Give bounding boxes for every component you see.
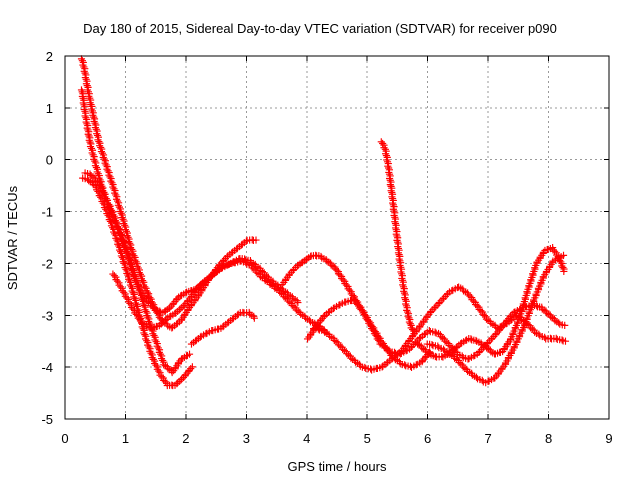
x-tick-label: 9	[605, 431, 612, 446]
data-point-marker	[242, 237, 250, 245]
y-tick-label: 2	[46, 49, 53, 64]
series-track-12	[423, 251, 568, 387]
x-axis-label: GPS time / hours	[288, 459, 387, 474]
data-point-marker	[552, 334, 560, 342]
data-point-marker	[561, 321, 569, 329]
data-point-marker	[86, 170, 94, 178]
data-point-marker	[188, 363, 196, 371]
x-tick-label: 4	[303, 431, 310, 446]
series-track-6	[187, 308, 258, 348]
data-point-marker	[555, 319, 563, 327]
y-tick-label: -5	[41, 412, 53, 427]
data-point-marker	[314, 325, 322, 333]
data-point-marker	[559, 251, 568, 259]
series-track-1	[77, 55, 260, 332]
y-tick-label: -1	[41, 205, 53, 220]
x-tick-label: 7	[484, 431, 491, 446]
series-track-5	[81, 169, 194, 377]
y-tick-label: -3	[41, 308, 53, 323]
data-point-marker	[185, 350, 194, 358]
series-track-7	[278, 251, 434, 371]
x-tick-label: 2	[182, 431, 189, 446]
x-tick-label: 5	[364, 431, 371, 446]
data-point-marker	[294, 299, 302, 307]
data-point-marker	[561, 337, 570, 345]
data-point-marker	[250, 314, 258, 322]
axis-ticks	[64, 55, 610, 420]
data-point-marker	[558, 336, 566, 344]
data-series	[77, 55, 570, 390]
data-point-marker	[428, 340, 436, 349]
x-tick-label: 8	[545, 431, 552, 446]
x-tick-labels: 0 1 2 3 4 5 6 7 8 9	[61, 431, 612, 446]
data-point-marker	[410, 330, 418, 338]
y-axis-label: SDTVAR / TECUs	[5, 185, 20, 290]
y-tick-label: 1	[46, 101, 53, 116]
y-tick-label: -4	[41, 360, 53, 375]
x-tick-label: 1	[122, 431, 129, 446]
x-tick-label: 6	[424, 431, 431, 446]
series-track-10	[377, 138, 418, 338]
data-point-marker	[467, 335, 475, 343]
y-tick-label: -2	[41, 256, 53, 271]
data-point-marker	[560, 267, 568, 276]
gridlines	[65, 56, 609, 419]
chart-title: Day 180 of 2015, Sidereal Day-to-day VTE…	[83, 21, 557, 36]
data-point-marker	[361, 363, 369, 371]
plot-frame	[64, 55, 610, 420]
data-point-marker	[252, 236, 260, 244]
data-point-marker	[431, 328, 439, 336]
y-tick-label: 0	[46, 153, 53, 168]
data-point-marker	[241, 255, 249, 263]
y-tick-labels: -5 -4 -3 -2 -1 0 1 2	[41, 49, 53, 427]
data-point-marker	[401, 361, 409, 369]
x-tick-label: 3	[243, 431, 250, 446]
x-tick-label: 0	[61, 431, 68, 446]
series-track-11	[413, 244, 568, 361]
data-point-marker	[425, 326, 433, 335]
